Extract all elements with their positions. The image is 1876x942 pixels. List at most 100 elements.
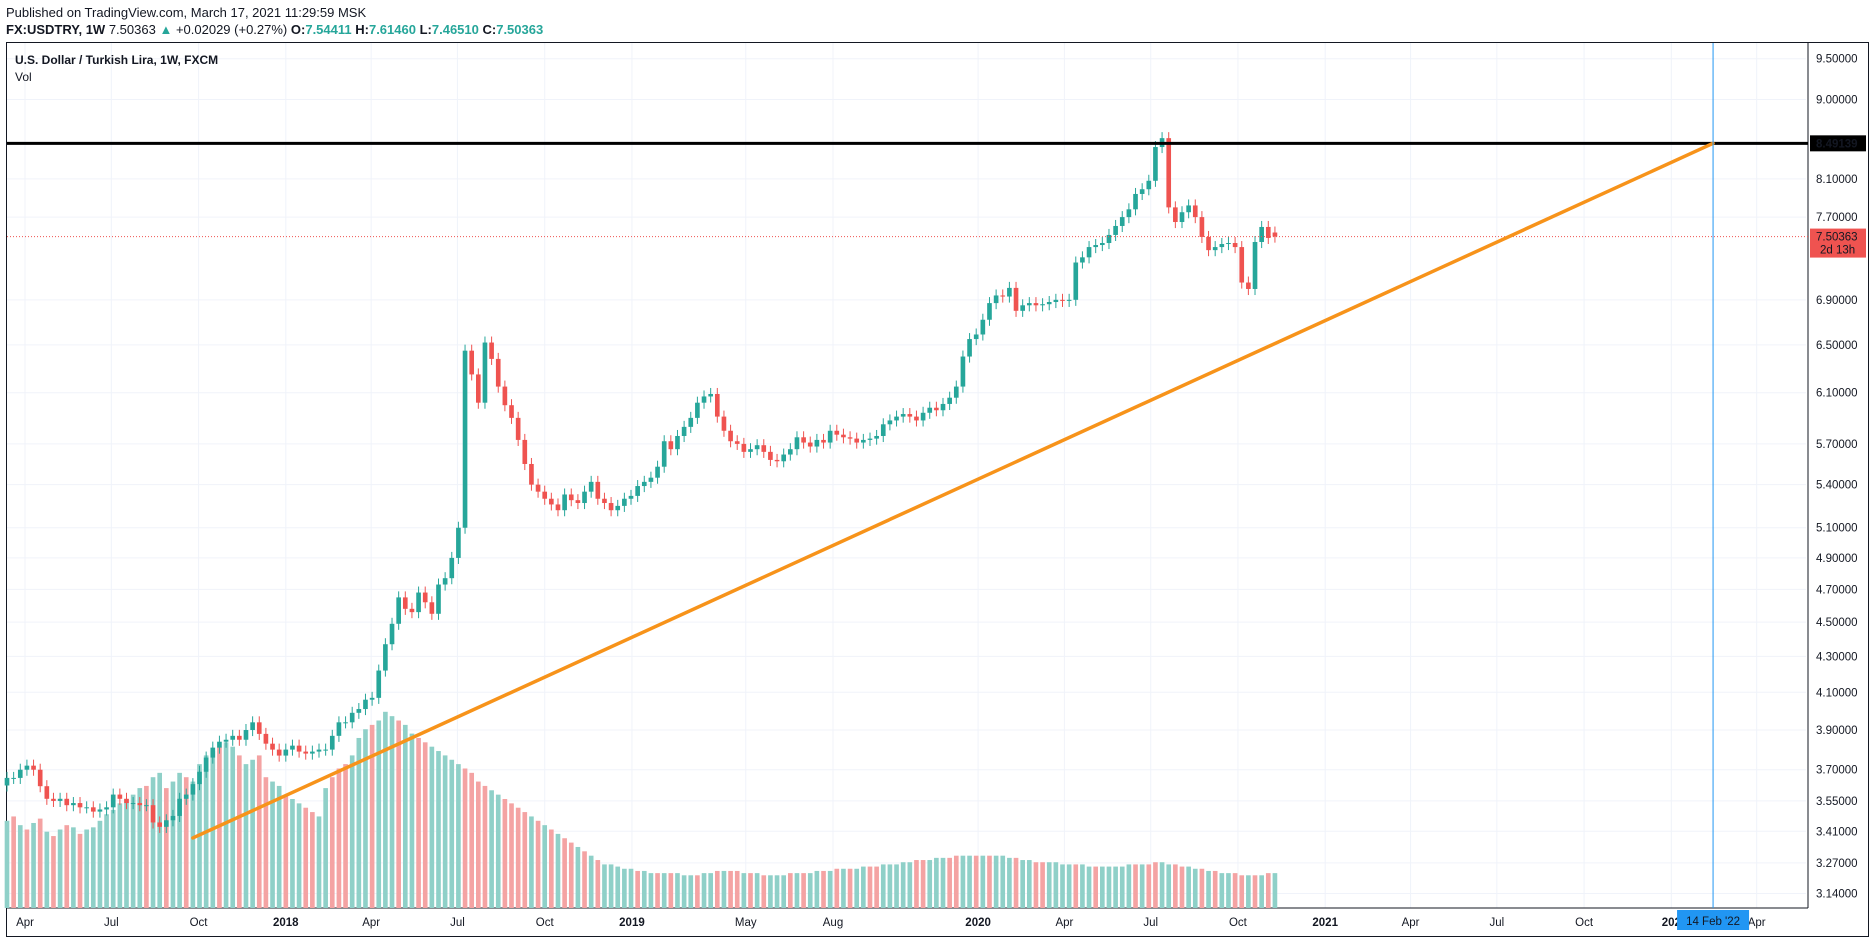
candle-body [376,670,382,698]
candle-body [661,441,667,467]
candle-body [57,798,63,801]
volume-bar [263,777,269,908]
x-tick-label: 2019 [619,917,645,929]
candle-body [960,356,966,387]
volume-bar [150,777,156,908]
candle-body [1246,282,1251,289]
volume-bar [522,812,528,908]
candle-body [1020,305,1025,311]
candle-body [1179,212,1185,223]
volume-bar [582,851,587,908]
candle-body [502,386,508,406]
high-label: H: [355,22,369,37]
volume-bar [270,781,275,908]
candle-body [1080,257,1085,263]
volume-bar [429,746,435,908]
volume-bar [900,862,906,908]
low-label: L: [419,22,432,37]
x-tick-label: 2018 [273,917,299,929]
candle-body [1173,207,1178,223]
x-tick-label: Jul [1143,917,1158,929]
y-tick-label: 3.27000 [1816,858,1858,870]
candle-body [336,722,342,736]
volume-bar [17,825,23,908]
volume-bar [668,873,674,908]
y-tick-label: 3.14000 [1816,888,1858,900]
volume-bar [1192,868,1198,908]
volume-bar [814,870,820,908]
volume-bar [794,873,800,908]
candle-body [807,442,813,447]
candle-body [734,441,740,444]
candle-body [914,416,919,421]
y-tick-label: 9.50000 [1816,54,1858,66]
candle-body [110,794,116,808]
candle-body [721,416,727,431]
candle-body [44,786,50,799]
open-value: 7.54411 [305,22,352,37]
candle-body [1239,247,1245,283]
volume-bar [748,873,753,908]
candle-body [137,803,143,806]
candle-body [1053,299,1059,303]
candle-body [555,504,561,511]
volume-bar [714,870,720,908]
volume-bar [622,868,627,908]
volume-bar [867,866,873,908]
candle-body [1113,225,1118,235]
volume-bar [1060,864,1065,908]
candle-body [402,597,408,609]
candle-body [953,386,959,398]
candle-body [1060,299,1065,301]
volume-bar [708,873,713,908]
candle-body [296,745,302,752]
volume-bar [575,846,581,908]
candle-body [409,608,415,613]
candle-body [821,439,826,443]
volume-bar [237,755,242,908]
volume-bar [701,873,707,908]
candle-body [310,751,315,754]
candle-body [489,342,494,359]
candle-body [1206,236,1211,251]
y-tick-label: 5.70000 [1816,439,1858,451]
volume-bar [1206,870,1211,908]
volume-bar [1146,864,1152,908]
candle-body [675,435,680,450]
volume-bar [1212,870,1218,908]
candle-body [794,437,800,450]
volume-bar [661,873,667,908]
candle-body [582,491,587,504]
volume-bar [1159,862,1165,908]
y-tick-label: 4.10000 [1816,687,1858,699]
volume-bar [363,729,368,908]
candle-body [4,777,10,786]
candle-body [1007,287,1012,297]
candle-body [276,749,282,756]
volume-bar [768,875,773,908]
vline-date-label: 14 Feb '22 [1686,916,1740,928]
symbol: FX:USDTRY [6,22,79,37]
volume-bar [376,720,382,908]
volume-bar [190,781,196,908]
candle-body [422,592,428,603]
volume-bar [641,870,647,908]
volume-bar [1133,864,1138,908]
candle-body [51,798,56,801]
candle-body [495,358,501,387]
candle-body [144,805,149,807]
candle-body [130,803,136,805]
volume-bar [476,781,481,908]
volume-bar [117,803,123,908]
candle-body [688,417,694,427]
candle-body [668,441,674,450]
candle-body [874,435,879,439]
volume-bar [303,807,309,908]
candle-body [369,697,375,700]
candle-body [588,481,594,492]
candle-body [1100,243,1105,246]
volume-bar [456,764,461,908]
volume-bar [741,873,747,908]
volume-bar [1199,868,1205,908]
